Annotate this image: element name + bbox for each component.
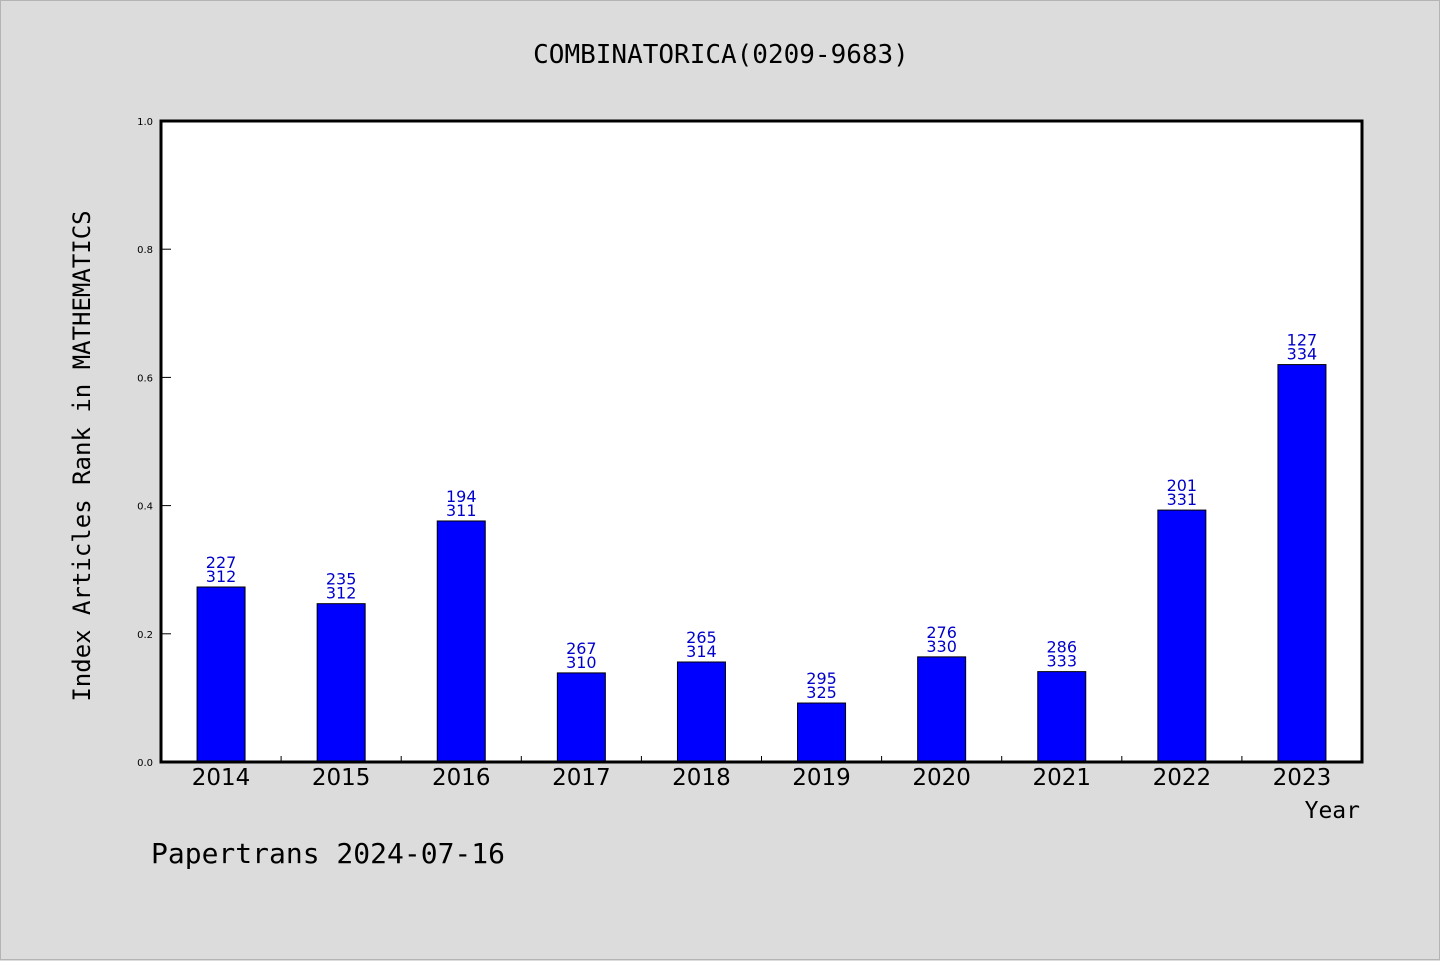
bar-label-total: 312 bbox=[326, 584, 357, 603]
x-tick-label: 2016 bbox=[432, 765, 491, 791]
bar bbox=[797, 702, 847, 763]
bar-label-total: 312 bbox=[206, 567, 237, 586]
x-axis-label: Year bbox=[1305, 798, 1360, 824]
bar-label-total: 334 bbox=[1287, 345, 1318, 364]
footer-credit: Papertrans 2024-07-16 bbox=[151, 837, 505, 870]
y-tick-label: 0.0 bbox=[137, 758, 153, 769]
bar-label-total: 310 bbox=[566, 653, 597, 672]
bar-label-rank: 127 bbox=[1287, 331, 1318, 350]
bar-label-rank: 201 bbox=[1167, 476, 1198, 495]
x-tick-label: 2022 bbox=[1153, 765, 1212, 791]
bar bbox=[436, 520, 486, 763]
y-tick-label: 0.4 bbox=[137, 502, 153, 513]
bar-label-rank: 265 bbox=[686, 628, 717, 647]
bar-label-rank: 295 bbox=[806, 669, 837, 688]
x-tick-label: 2017 bbox=[552, 765, 611, 791]
bar-label-rank: 227 bbox=[206, 553, 237, 572]
y-axis-label: Index Articles Rank in MATHEMATICS bbox=[68, 210, 96, 701]
bars bbox=[196, 364, 1327, 763]
bar bbox=[556, 672, 606, 763]
bar bbox=[917, 656, 967, 763]
x-axis: 2014 2015 2016 2017 2018 2019 2020 2021 2022 2023 bbox=[192, 756, 1331, 791]
x-tick-label: 2015 bbox=[312, 765, 371, 791]
bar-label-total: 314 bbox=[686, 642, 717, 661]
plot-frame bbox=[159, 119, 1364, 764]
bar bbox=[1157, 509, 1207, 763]
x-tick-label: 2018 bbox=[672, 765, 731, 791]
bar-label-total: 325 bbox=[806, 683, 837, 702]
bar-label-rank: 267 bbox=[566, 639, 597, 658]
bar-label-rank: 276 bbox=[926, 623, 957, 642]
x-tick-label: 2014 bbox=[192, 765, 251, 791]
y-tick-label: 0.8 bbox=[137, 245, 153, 256]
bar-label-rank: 235 bbox=[326, 570, 357, 589]
bar bbox=[1037, 671, 1087, 763]
x-tick-label: 2020 bbox=[912, 765, 971, 791]
bar bbox=[196, 586, 246, 763]
x-tick-label: 2023 bbox=[1273, 765, 1332, 791]
x-tick-label: 2021 bbox=[1032, 765, 1091, 791]
y-tick-label: 0.2 bbox=[137, 630, 153, 641]
plot-area: 0.00.20.40.60.81.0 2014 2015 2016 2017 2018 2… bbox=[137, 117, 1364, 791]
chart-title: COMBINATORICA(0209-9683) bbox=[533, 40, 909, 70]
bar bbox=[676, 661, 726, 763]
bar-label-rank: 286 bbox=[1046, 638, 1077, 657]
bar-label-total: 333 bbox=[1046, 652, 1077, 671]
bar-label-total: 330 bbox=[926, 637, 957, 656]
bar-label-total: 311 bbox=[446, 501, 477, 520]
bar bbox=[316, 603, 366, 763]
bar bbox=[1277, 364, 1327, 763]
y-tick-label: 1.0 bbox=[137, 117, 153, 128]
bar-label-total: 331 bbox=[1167, 490, 1198, 509]
x-tick-label: 2019 bbox=[792, 765, 851, 791]
bar-label-rank: 194 bbox=[446, 487, 477, 506]
y-tick-label: 0.6 bbox=[137, 373, 153, 384]
